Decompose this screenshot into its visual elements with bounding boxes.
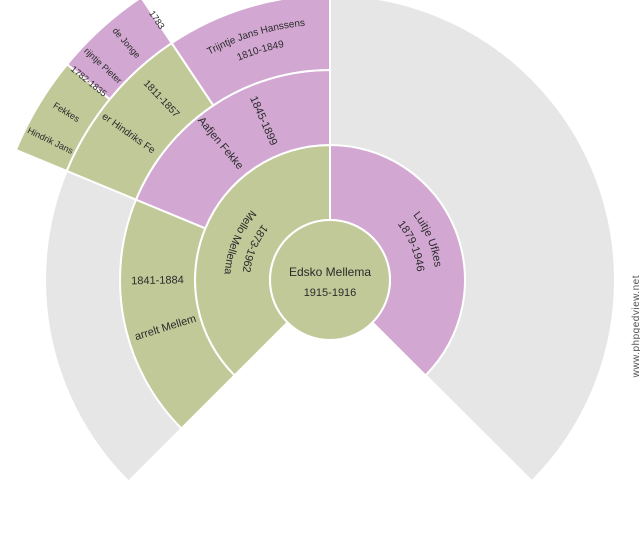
label-center-name: Edsko Mellema	[289, 265, 371, 279]
watermark: www.phpgedview.net	[631, 275, 640, 377]
label-center-dates: 1915-1916	[304, 287, 357, 299]
label-ff-dates: 1841-1884	[131, 274, 184, 287]
seg-center[interactable]	[270, 220, 390, 340]
